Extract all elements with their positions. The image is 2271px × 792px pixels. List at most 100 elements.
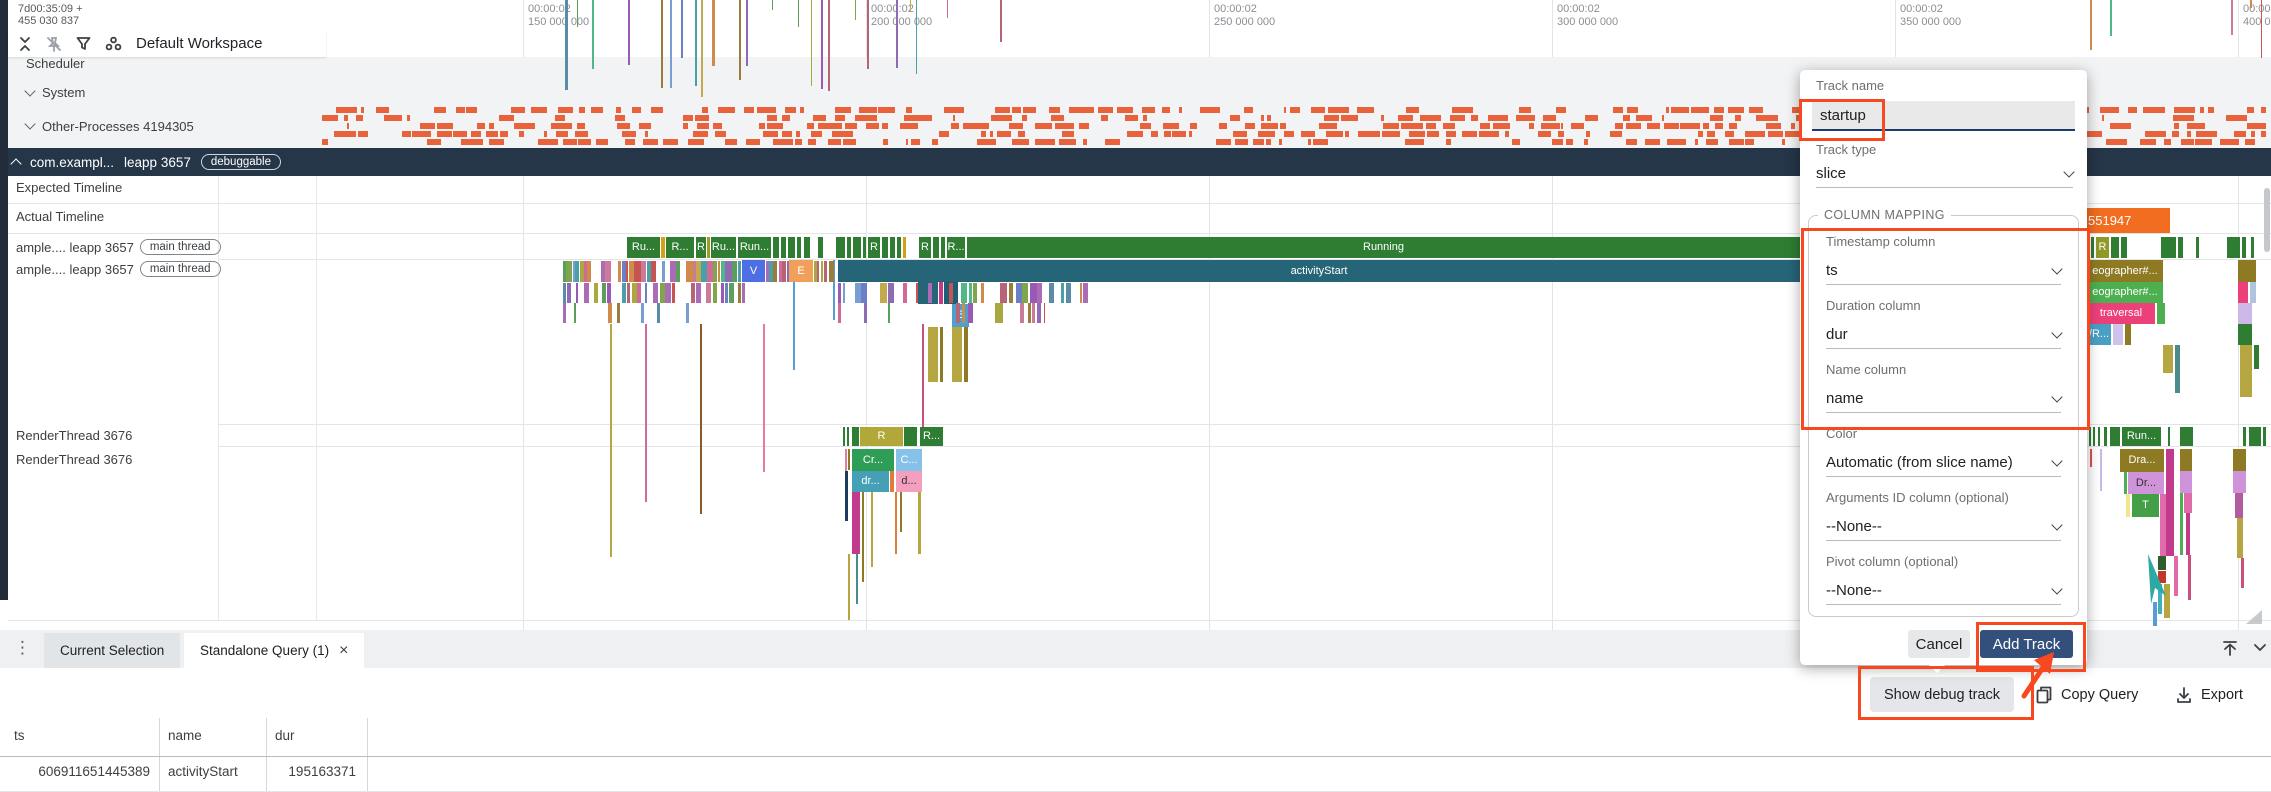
slice[interactable] — [903, 283, 908, 303]
slice[interactable] — [608, 303, 612, 323]
slice[interactable] — [1049, 107, 1060, 113]
slice[interactable] — [2240, 345, 2252, 397]
slice[interactable] — [2168, 427, 2170, 446]
slice[interactable] — [855, 0, 857, 20]
slice[interactable] — [2251, 131, 2255, 137]
slice[interactable] — [2087, 237, 2090, 258]
slice[interactable] — [1405, 139, 1424, 145]
slice[interactable] — [1140, 123, 1152, 129]
slice[interactable] — [962, 303, 966, 323]
slice[interactable] — [1667, 139, 1686, 145]
slice[interactable] — [1382, 131, 1400, 137]
slice[interactable] — [961, 283, 968, 303]
slice[interactable] — [647, 261, 652, 282]
slice[interactable] — [1664, 123, 1679, 129]
slice[interactable] — [1117, 107, 1133, 113]
slice[interactable] — [2241, 558, 2244, 588]
slice[interactable] — [1341, 115, 1358, 121]
slice[interactable] — [2186, 513, 2190, 555]
slice[interactable] — [906, 107, 912, 113]
slice[interactable] — [1623, 115, 1631, 121]
slice[interactable] — [486, 131, 499, 137]
slice[interactable] — [1745, 131, 1765, 137]
slice[interactable] — [852, 492, 860, 554]
slice[interactable] — [2164, 139, 2171, 145]
slice-R[interactable]: R — [919, 237, 931, 258]
slice[interactable] — [2238, 260, 2256, 282]
slice[interactable] — [584, 261, 587, 282]
slice[interactable] — [1051, 115, 1064, 121]
slice[interactable] — [779, 261, 783, 282]
slice[interactable] — [627, 283, 630, 303]
slice[interactable] — [1069, 107, 1080, 113]
slice[interactable] — [347, 123, 350, 129]
slice[interactable] — [1792, 107, 1803, 113]
slice[interactable] — [853, 237, 861, 258]
slice[interactable] — [843, 427, 845, 446]
slice[interactable] — [1009, 123, 1024, 129]
slice[interactable] — [1443, 123, 1455, 129]
slice[interactable] — [407, 115, 411, 121]
slice[interactable] — [1446, 139, 1452, 145]
slice[interactable] — [2174, 123, 2179, 129]
slice[interactable] — [828, 0, 830, 92]
slice[interactable] — [836, 237, 845, 258]
slice[interactable] — [1037, 283, 1042, 303]
slice[interactable] — [861, 283, 867, 303]
slice[interactable] — [1427, 131, 1440, 137]
slice[interactable] — [1680, 123, 1701, 129]
slice[interactable] — [1512, 139, 1520, 145]
slice-R...[interactable]: R... — [947, 237, 965, 258]
slice[interactable] — [686, 303, 690, 323]
slice[interactable] — [693, 131, 708, 137]
slice[interactable] — [1000, 283, 1007, 303]
slice[interactable] — [1163, 123, 1180, 129]
slice[interactable] — [1059, 139, 1076, 145]
pivot-column-select[interactable]: --None-- — [1826, 582, 2063, 605]
slice[interactable] — [645, 283, 648, 303]
slice[interactable] — [2233, 449, 2246, 471]
slice[interactable] — [707, 261, 713, 282]
slice[interactable] — [402, 131, 411, 137]
slice[interactable] — [2200, 107, 2205, 113]
slice-Run...[interactable]: Run... — [738, 237, 771, 258]
slice[interactable] — [1745, 139, 1754, 145]
slice-T[interactable]: T — [2132, 494, 2159, 517]
slice[interactable] — [1216, 139, 1231, 145]
slice-R...[interactable]: R... — [666, 237, 694, 258]
slice[interactable] — [2237, 518, 2243, 558]
slice[interactable] — [1125, 115, 1138, 121]
slice-Running[interactable]: Running — [967, 237, 1800, 258]
slice[interactable] — [1703, 123, 1710, 129]
slice[interactable] — [573, 261, 576, 282]
slice[interactable] — [864, 303, 868, 323]
slice[interactable] — [641, 303, 645, 323]
slice[interactable] — [952, 327, 962, 382]
slice[interactable] — [922, 324, 924, 444]
slice[interactable] — [964, 327, 968, 382]
slice[interactable] — [2124, 472, 2127, 494]
slice[interactable] — [1516, 115, 1536, 121]
slice[interactable] — [2126, 494, 2130, 517]
slice[interactable] — [556, 131, 569, 137]
slice[interactable] — [788, 237, 795, 258]
slice[interactable] — [1695, 139, 1698, 145]
slice[interactable] — [2184, 493, 2192, 513]
slice[interactable] — [558, 107, 573, 113]
slice[interactable] — [2086, 131, 2102, 137]
overflow-menu-icon[interactable]: ⋮ — [14, 638, 31, 657]
slice[interactable] — [991, 115, 1012, 121]
slice[interactable] — [2254, 345, 2259, 369]
slice[interactable] — [322, 115, 339, 121]
slice[interactable] — [888, 283, 894, 303]
slice[interactable] — [1715, 123, 1723, 129]
slice[interactable] — [781, 237, 786, 258]
slice[interactable] — [453, 131, 467, 137]
slice[interactable] — [2104, 427, 2107, 446]
slice[interactable] — [1162, 107, 1170, 113]
slice[interactable] — [563, 261, 567, 282]
track-row-renderthread-2[interactable]: RenderThread 3676 — [16, 452, 133, 467]
slice[interactable] — [949, 283, 953, 303]
slice-Dr...[interactable]: Dr... — [2128, 472, 2164, 494]
slice-V[interactable]: V — [742, 260, 765, 282]
